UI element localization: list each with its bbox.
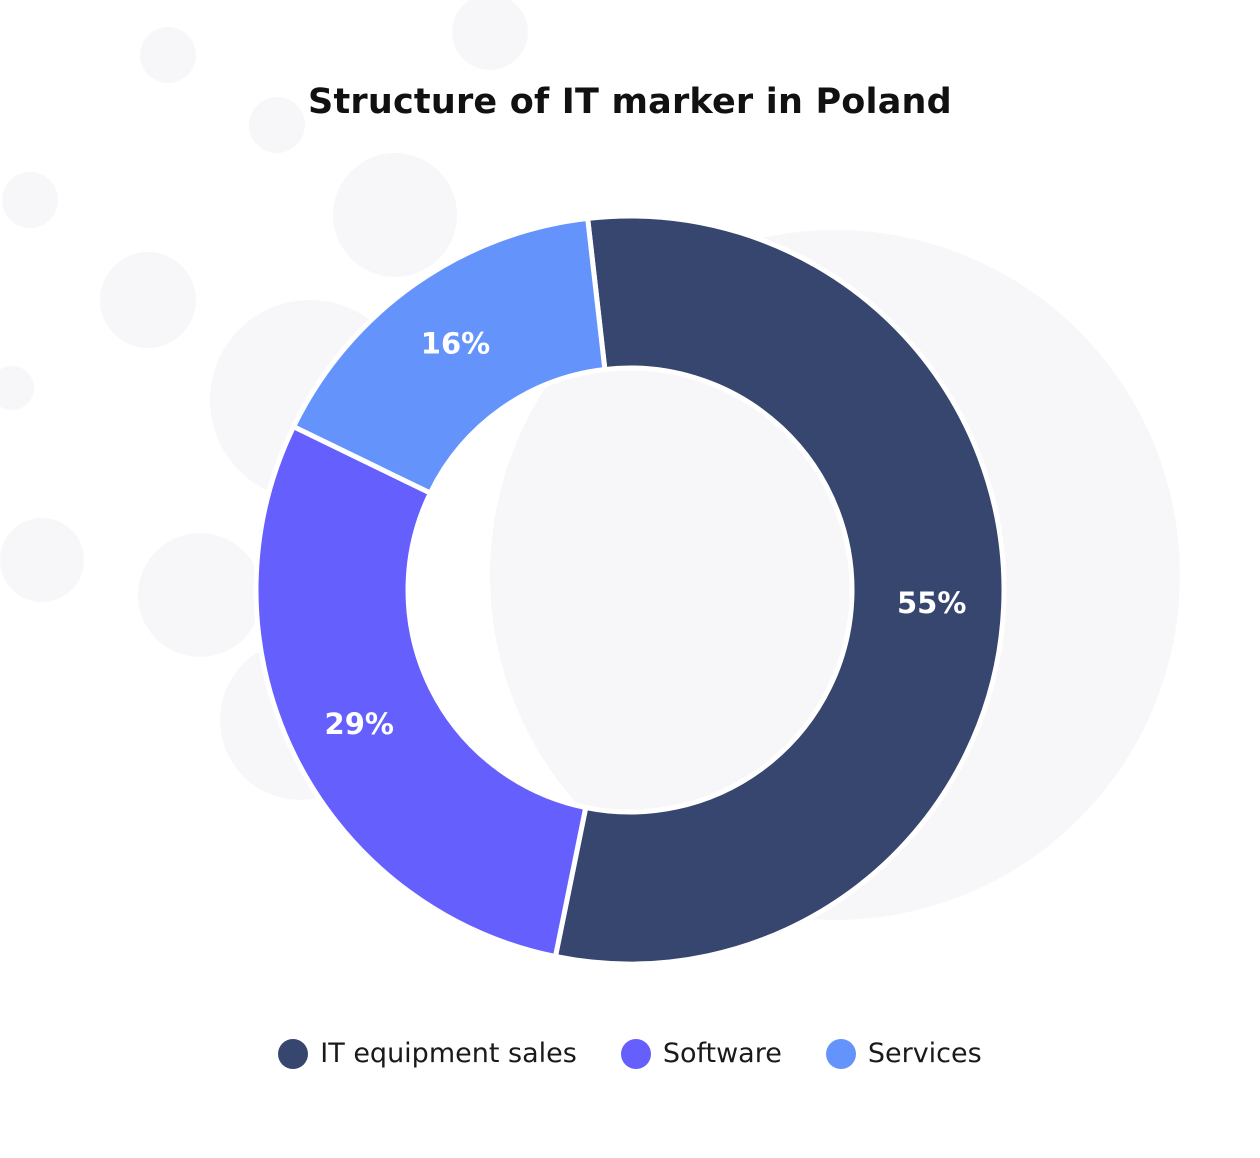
slice-value-label: 29%: [325, 707, 394, 741]
bg-bubble: [0, 518, 84, 602]
slice-value-label: 55%: [897, 586, 966, 620]
bg-bubble: [333, 153, 457, 277]
chart-title: Structure of IT marker in Poland: [308, 82, 952, 122]
slice-value-label: 16%: [421, 327, 490, 361]
legend-item: Services: [825, 1038, 982, 1069]
bg-bubble: [249, 97, 305, 153]
legend-swatch: [825, 1038, 856, 1069]
bg-large-circle: [490, 230, 1180, 920]
legend-label: IT equipment sales: [320, 1038, 577, 1069]
donut-slice-it-equipment-sales: [552, 213, 1007, 967]
bg-bubble: [140, 27, 196, 83]
legend-swatch: [620, 1038, 651, 1069]
legend-item: Software: [620, 1038, 782, 1069]
legend-item: IT equipment sales: [278, 1038, 577, 1069]
legend-swatch: [278, 1038, 309, 1069]
legend-label: Services: [867, 1038, 982, 1069]
bg-bubble: [0, 366, 34, 410]
legend-label: Software: [662, 1038, 782, 1069]
chart-legend: IT equipment sales Software Services: [0, 1038, 1260, 1069]
bg-bubble: [452, 0, 528, 70]
bg-bubble: [100, 252, 196, 348]
donut-slice-software: [253, 423, 589, 960]
donut-slice-services: [290, 215, 608, 497]
bg-bubble: [138, 533, 262, 657]
bg-bubble: [2, 172, 58, 228]
